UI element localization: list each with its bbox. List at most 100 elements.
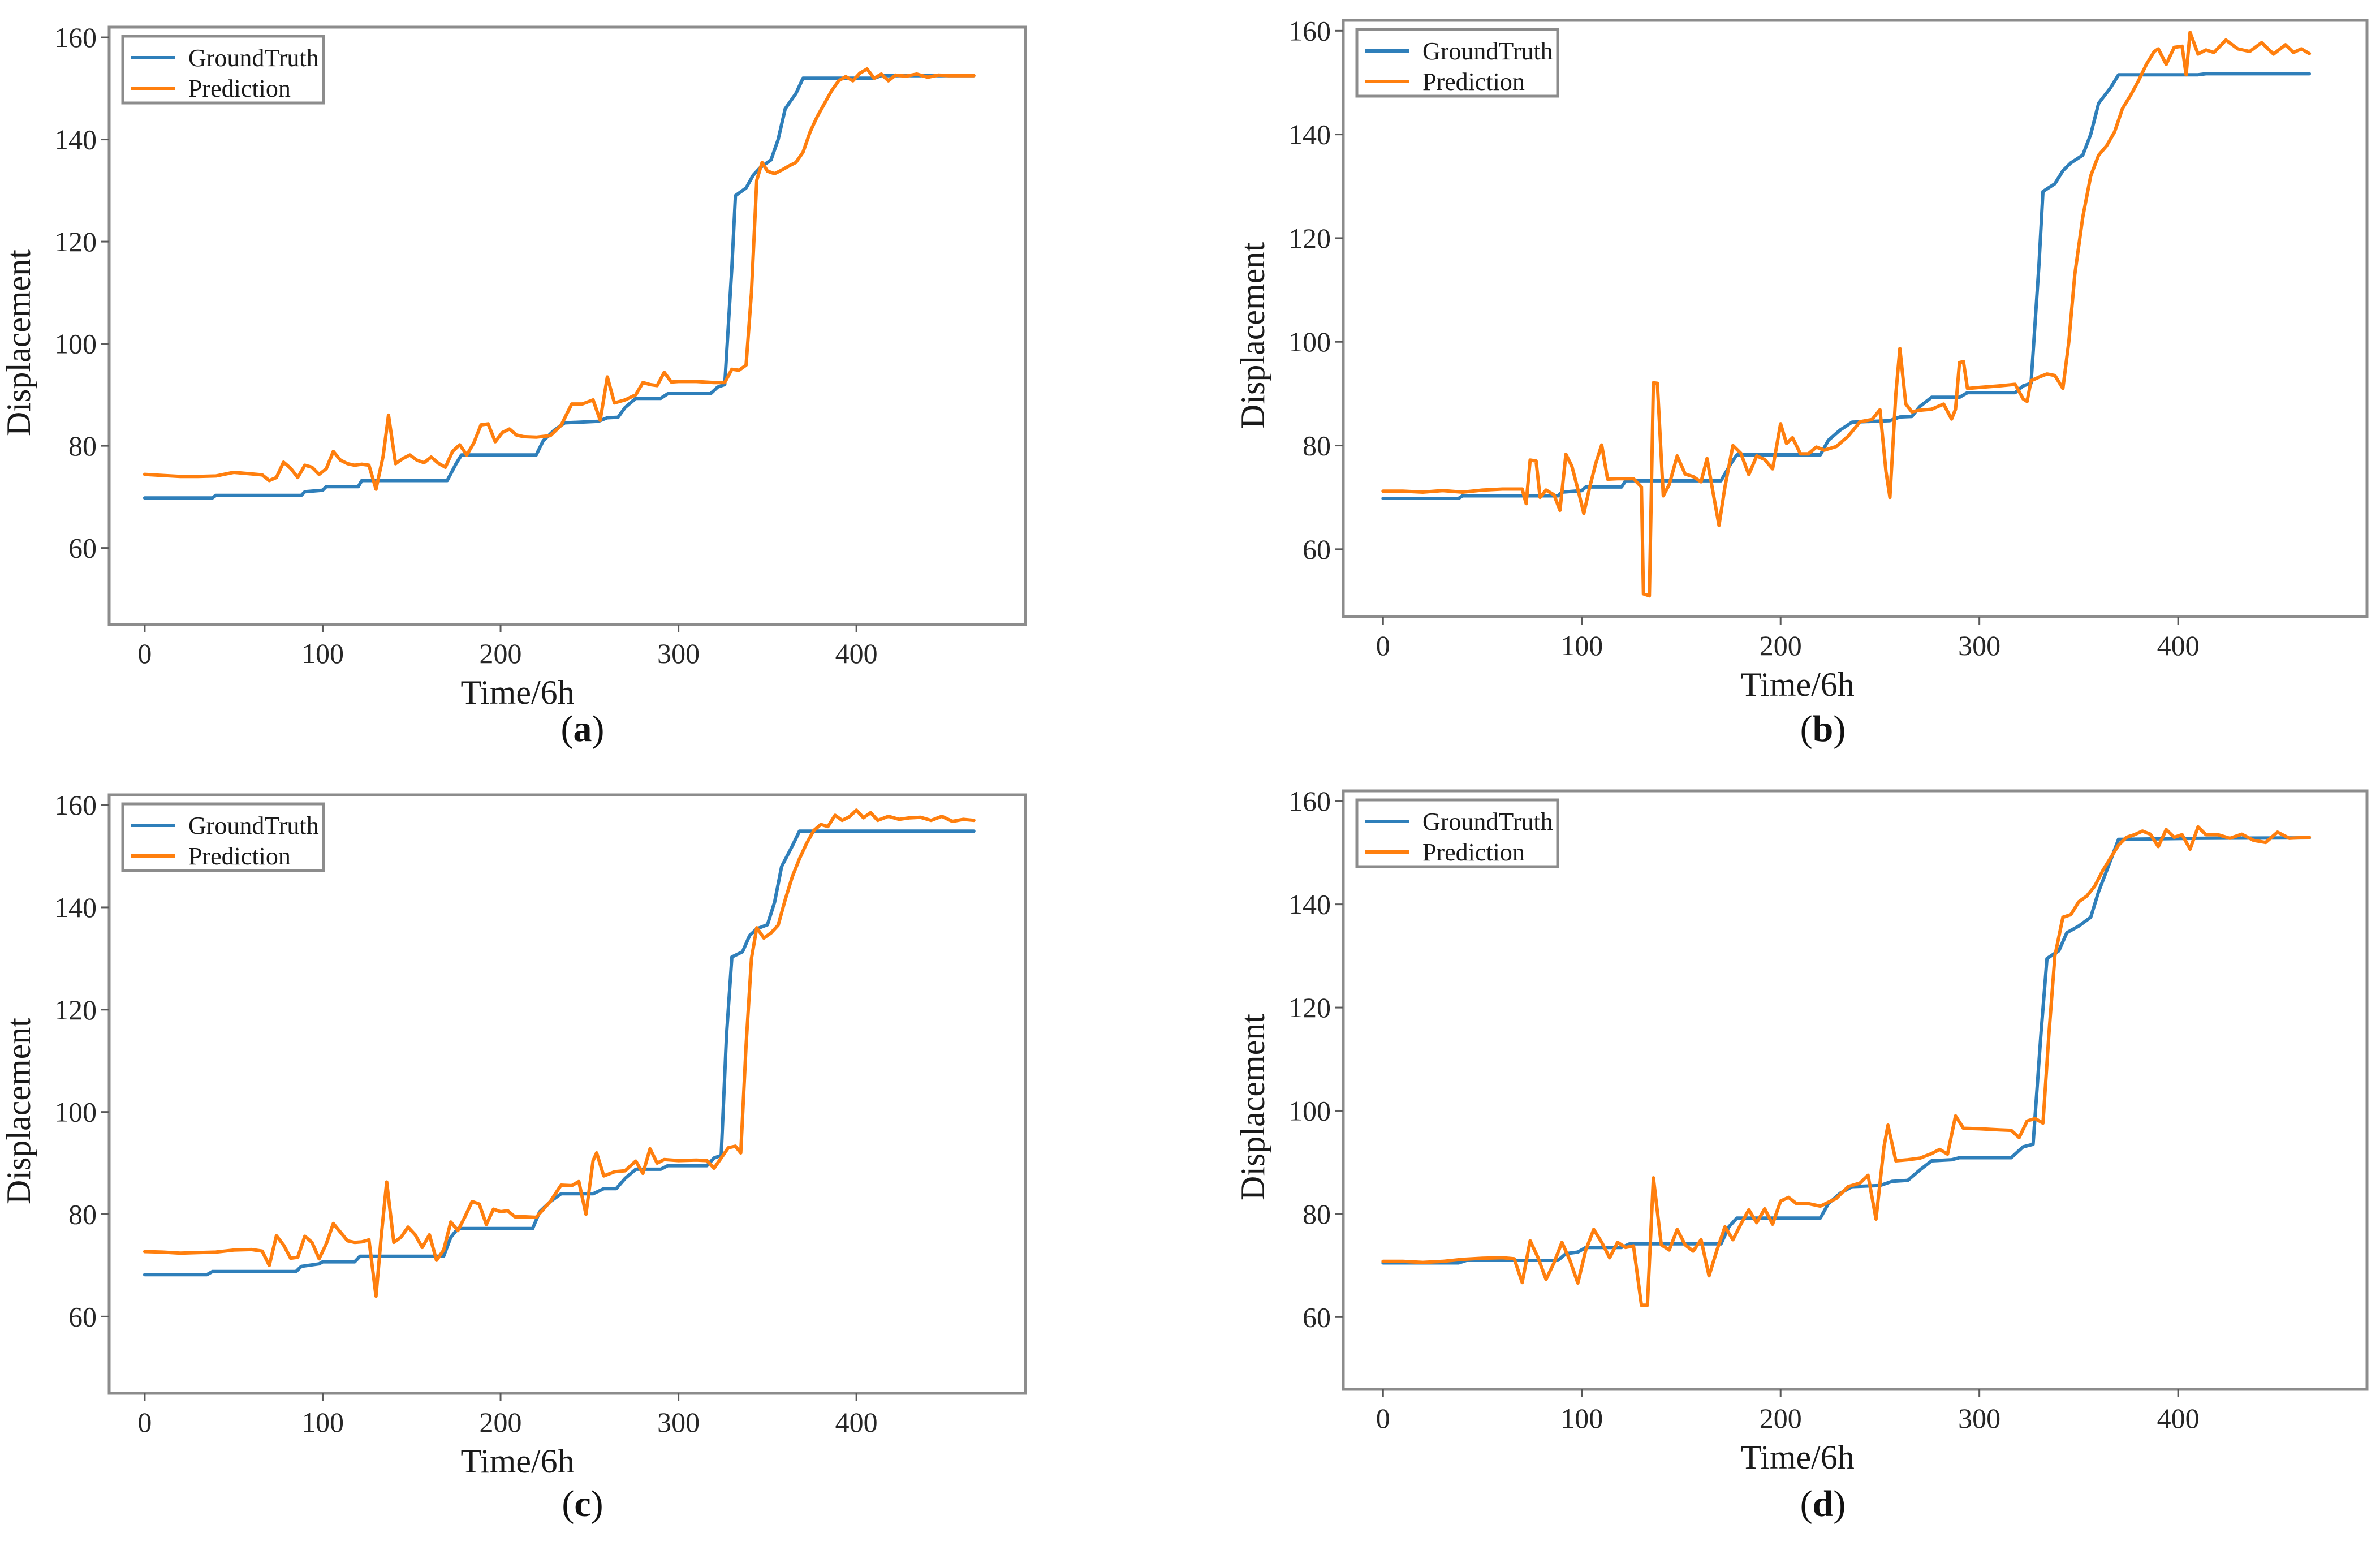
chart-d-y-axis-label: Displacement bbox=[1234, 1014, 1271, 1200]
chart-d-y-tick-label: 80 bbox=[1303, 1198, 1331, 1230]
chart-b-series-groundtruth-line bbox=[1381, 72, 2312, 500]
chart-b-caption: (b) bbox=[1800, 708, 1846, 750]
chart-b-caption-close: ) bbox=[1833, 708, 1846, 750]
chart-d-legend-label-groundtruth: GroundTruth bbox=[1422, 808, 1553, 836]
chart-a-caption-letter: a bbox=[574, 708, 592, 750]
chart-a-y-tick-label: 120 bbox=[54, 226, 97, 257]
chart-b-caption-letter: b bbox=[1813, 708, 1834, 750]
chart-c-y-tick-label: 160 bbox=[54, 789, 97, 821]
chart-c-caption-letter: c bbox=[574, 1483, 590, 1525]
chart-a-series-prediction-line bbox=[143, 67, 976, 491]
chart-a-legend-box bbox=[121, 35, 325, 105]
chart-d-legend-box bbox=[1355, 798, 1559, 868]
chart-c-legend-label-prediction: Prediction bbox=[188, 842, 291, 870]
chart-b-legend: GroundTruth Prediction bbox=[1355, 28, 1559, 98]
chart-b-y-tick-label: 60 bbox=[1303, 533, 1331, 565]
chart-b-legend-box bbox=[1355, 28, 1559, 98]
chart-a-legend-label-groundtruth: GroundTruth bbox=[188, 44, 319, 72]
chart-c-y-tick-label: 80 bbox=[68, 1199, 97, 1230]
chart-d-caption-close: ) bbox=[1833, 1483, 1846, 1525]
chart-c-axes-frame bbox=[107, 793, 1027, 1395]
chart-c-series-prediction-line bbox=[143, 808, 976, 1298]
chart-d-x-axis-label: Time/6h bbox=[1741, 1439, 1855, 1476]
chart-a-x-tick-label: 0 bbox=[137, 638, 152, 669]
chart-c-caption-close: ) bbox=[591, 1483, 603, 1525]
chart-d-panel: 0 100 200 300 400 60 80 100 120 140 160 Time/6h Disp… bbox=[1234, 785, 2369, 1525]
chart-d-y-tick-label: 140 bbox=[1288, 889, 1331, 920]
chart-b-legend-label-prediction: Prediction bbox=[1422, 68, 1525, 96]
chart-a-y-tick-label: 100 bbox=[54, 328, 97, 360]
chart-a-x-tick-label: 300 bbox=[657, 638, 700, 669]
chart-c-legend-box bbox=[121, 802, 325, 872]
chart-a-caption-open: ( bbox=[561, 708, 574, 750]
chart-b-y-axis-label: Displacement bbox=[1234, 242, 1271, 429]
chart-c-legend: GroundTruth Prediction bbox=[121, 802, 325, 872]
chart-a-legend-label-prediction: Prediction bbox=[188, 75, 291, 102]
chart-b-series-prediction-line bbox=[1381, 31, 2312, 598]
chart-a-x-tick-label: 100 bbox=[301, 638, 344, 669]
chart-a-x-tick-label: 400 bbox=[835, 638, 878, 669]
chart-a-axes-frame bbox=[107, 25, 1027, 626]
chart-a-x-tick-label: 200 bbox=[480, 638, 522, 669]
chart-d-y-tick-label: 160 bbox=[1288, 785, 1331, 817]
chart-d-x-tick-label: 300 bbox=[1958, 1402, 2000, 1434]
chart-a-caption: (a) bbox=[561, 708, 605, 750]
chart-a-y-tick-label: 140 bbox=[54, 124, 97, 156]
chart-a-y-tick-label: 160 bbox=[54, 21, 97, 53]
chart-b-axes-frame bbox=[1342, 19, 2369, 618]
chart-c-caption-open: ( bbox=[562, 1483, 574, 1525]
chart-d-x-tick-label: 0 bbox=[1376, 1402, 1390, 1434]
chart-d-caption: (d) bbox=[1800, 1483, 1846, 1525]
chart-b-y-tick-label: 120 bbox=[1288, 222, 1331, 254]
chart-c-caption: (c) bbox=[562, 1483, 603, 1525]
chart-b-y-tick-label: 160 bbox=[1288, 15, 1331, 46]
chart-b-x-tick-label: 100 bbox=[1560, 630, 1603, 661]
chart-d-y-tick-label: 120 bbox=[1288, 992, 1331, 1023]
chart-a-y-axis-label: Displacement bbox=[0, 249, 37, 436]
chart-d-y-tick-label: 60 bbox=[1303, 1301, 1331, 1333]
chart-a-legend: GroundTruth Prediction bbox=[121, 35, 325, 105]
chart-d-legend-label-prediction: Prediction bbox=[1422, 838, 1525, 866]
chart-a-panel: 0 100 200 300 400 60 80 100 120 140 160 Time/6h Disp… bbox=[0, 21, 1027, 750]
chart-d-x-tick-label: 400 bbox=[2157, 1402, 2200, 1434]
chart-c-y-tick-label: 120 bbox=[54, 994, 97, 1026]
chart-a-series-groundtruth-line bbox=[143, 74, 976, 500]
chart-d-axes-frame bbox=[1342, 789, 2369, 1391]
chart-c-y-tick-label: 140 bbox=[54, 892, 97, 923]
chart-c-x-tick-label: 300 bbox=[657, 1406, 700, 1438]
chart-a-y-tick-label: 80 bbox=[68, 430, 97, 462]
chart-c-panel: 0 100 200 300 400 60 80 100 120 140 160 Time/6h Disp… bbox=[0, 789, 1027, 1525]
chart-b-y-tick-label: 140 bbox=[1288, 119, 1331, 150]
chart-c-y-axis-label: Displacement bbox=[0, 1018, 37, 1204]
chart-b-y-tick-label: 80 bbox=[1303, 430, 1331, 462]
chart-d-x-tick-label: 200 bbox=[1760, 1402, 1802, 1434]
chart-d-series-prediction-line bbox=[1381, 825, 2312, 1307]
chart-d-caption-letter: d bbox=[1813, 1483, 1834, 1525]
chart-b-x-tick-label: 400 bbox=[2157, 630, 2200, 661]
chart-a-caption-close: ) bbox=[592, 708, 605, 750]
chart-b-caption-open: ( bbox=[1800, 708, 1813, 750]
chart-d-caption-open: ( bbox=[1800, 1483, 1813, 1525]
chart-a-x-axis-label: Time/6h bbox=[460, 674, 574, 711]
chart-d-y-tick-label: 100 bbox=[1288, 1095, 1331, 1126]
chart-b-x-tick-label: 0 bbox=[1376, 630, 1390, 661]
chart-b-x-tick-label: 200 bbox=[1760, 630, 1802, 661]
chart-c-x-tick-label: 100 bbox=[301, 1406, 344, 1438]
chart-b-panel: 0 100 200 300 400 60 80 100 120 140 160 Time/6h Disp… bbox=[1234, 15, 2369, 750]
chart-b-x-axis-label: Time/6h bbox=[1741, 666, 1855, 703]
chart-a-y-tick-label: 60 bbox=[68, 532, 97, 564]
chart-c-legend-label-groundtruth: GroundTruth bbox=[188, 812, 319, 839]
chart-b-y-tick-label: 100 bbox=[1288, 326, 1331, 358]
chart-b-x-tick-label: 300 bbox=[1958, 630, 2000, 661]
chart-d-x-tick-label: 100 bbox=[1560, 1402, 1603, 1434]
chart-c-y-tick-label: 60 bbox=[68, 1301, 97, 1332]
chart-c-series-groundtruth-line bbox=[143, 829, 976, 1277]
chart-b-legend-label-groundtruth: GroundTruth bbox=[1422, 37, 1553, 65]
chart-c-x-tick-label: 400 bbox=[835, 1406, 878, 1438]
chart-c-x-tick-label: 0 bbox=[137, 1406, 152, 1438]
chart-c-y-tick-label: 100 bbox=[54, 1096, 97, 1128]
chart-c-x-axis-label: Time/6h bbox=[460, 1443, 574, 1480]
chart-c-x-tick-label: 200 bbox=[480, 1406, 522, 1438]
